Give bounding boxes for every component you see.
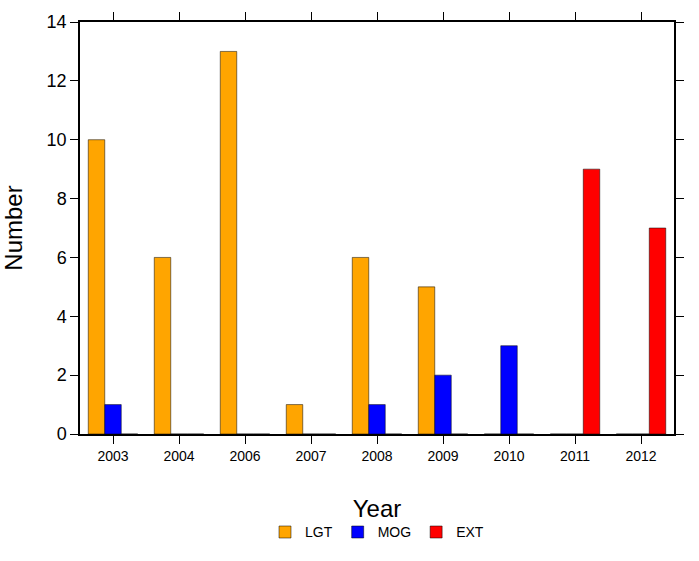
svg-text:2007: 2007 bbox=[295, 448, 326, 464]
svg-text:2009: 2009 bbox=[427, 448, 458, 464]
svg-text:Year: Year bbox=[353, 495, 402, 522]
svg-text:8: 8 bbox=[57, 189, 67, 209]
svg-text:10: 10 bbox=[47, 130, 67, 150]
svg-text:2006: 2006 bbox=[229, 448, 260, 464]
svg-text:14: 14 bbox=[47, 12, 67, 32]
svg-text:2: 2 bbox=[57, 365, 67, 385]
svg-text:6: 6 bbox=[57, 248, 67, 268]
svg-text:4: 4 bbox=[57, 307, 67, 327]
svg-text:Number: Number bbox=[0, 185, 27, 270]
svg-text:2012: 2012 bbox=[625, 448, 656, 464]
svg-text:2008: 2008 bbox=[361, 448, 392, 464]
svg-text:MOG: MOG bbox=[378, 524, 411, 540]
svg-text:2011: 2011 bbox=[560, 448, 590, 464]
svg-text:2003: 2003 bbox=[97, 448, 128, 464]
svg-text:LGT: LGT bbox=[305, 524, 333, 540]
svg-text:EXT: EXT bbox=[456, 524, 484, 540]
svg-text:0: 0 bbox=[57, 424, 67, 444]
svg-text:2010: 2010 bbox=[493, 448, 524, 464]
svg-text:2004: 2004 bbox=[163, 448, 194, 464]
svg-text:12: 12 bbox=[47, 71, 67, 91]
